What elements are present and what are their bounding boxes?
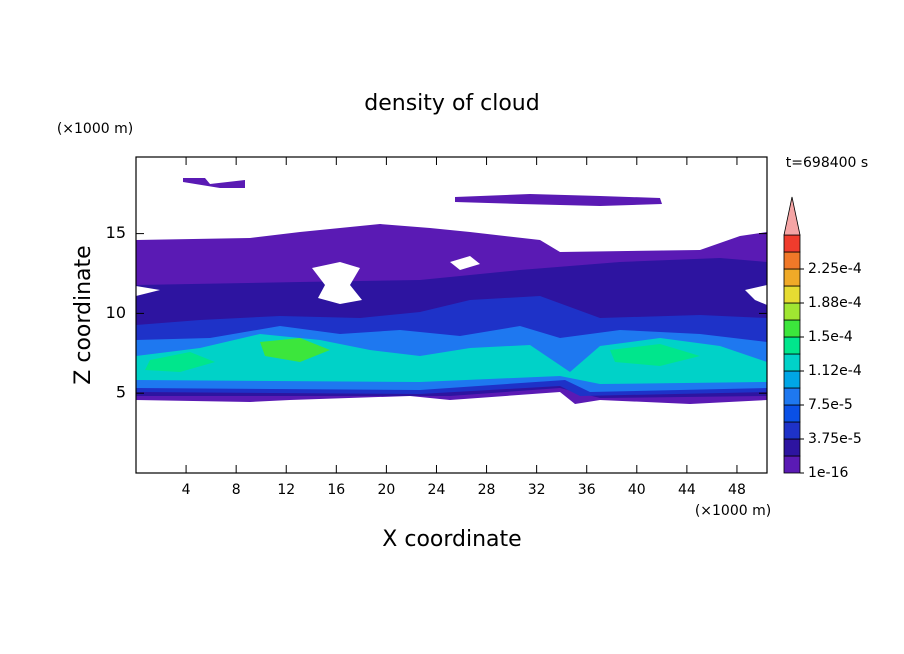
- chart-title: density of cloud: [364, 91, 539, 116]
- x-tick-label: 48: [728, 482, 746, 498]
- colorbar-label: 7.5e-5: [808, 397, 853, 413]
- y-axis-label: Z coordinate: [71, 245, 96, 384]
- colorbar-box: [783, 438, 801, 457]
- x-unit: (×1000 m): [695, 503, 771, 519]
- colorbar-box: [783, 251, 801, 270]
- y-tick-label: 15: [106, 223, 126, 242]
- contour-region: [183, 178, 245, 188]
- colorbar-label: 1.12e-4: [808, 363, 862, 379]
- colorbar-label: 1.88e-4: [808, 295, 862, 311]
- colorbar-box: [783, 353, 801, 372]
- colorbar-box: [783, 421, 801, 440]
- x-tick-label: 24: [428, 482, 446, 498]
- colorbar-box: [783, 336, 801, 355]
- contour-region: [260, 338, 330, 362]
- colorbar-box: [783, 455, 801, 474]
- x-tick-label: 40: [628, 482, 646, 498]
- colorbar-label: 3.75e-5: [808, 431, 862, 447]
- colorbar-box: [783, 387, 801, 406]
- colorbar-label: 2.25e-4: [808, 261, 862, 277]
- colorbar-box: [783, 285, 801, 304]
- colorbar-label: 1e-16: [808, 465, 848, 481]
- y-tick-label: 10: [106, 303, 126, 322]
- contour-field: [136, 178, 767, 404]
- colorbar-box: [783, 234, 801, 253]
- x-axis-label: X coordinate: [382, 527, 521, 552]
- contour-region: [745, 285, 767, 305]
- x-tick-label: 12: [277, 482, 295, 498]
- contour-region: [610, 344, 700, 366]
- contour-region: [312, 262, 362, 304]
- colorbar-label: 1.5e-4: [808, 329, 853, 345]
- contour-region: [136, 286, 160, 296]
- x-tick-label: 20: [377, 482, 395, 498]
- subtitle: t=698400 s: [786, 155, 868, 171]
- plot-frame: [135, 156, 768, 474]
- x-tick-label: 8: [232, 482, 241, 498]
- contour-region: [145, 352, 215, 372]
- colorbar-box: [783, 319, 801, 338]
- colorbar-box: [783, 370, 801, 389]
- colorbar-over: [783, 196, 801, 236]
- x-tick-label: 4: [182, 482, 191, 498]
- x-tick-label: 28: [478, 482, 496, 498]
- colorbar-box: [783, 268, 801, 287]
- contour-region: [450, 256, 480, 270]
- x-tick-label: 44: [678, 482, 696, 498]
- x-tick-label: 16: [327, 482, 345, 498]
- x-tick-label: 32: [528, 482, 546, 498]
- contour-region: [455, 194, 662, 206]
- y-tick-label: 5: [116, 383, 126, 402]
- colorbar-box: [783, 302, 801, 321]
- colorbar-box: [783, 404, 801, 423]
- y-unit: (×1000 m): [57, 121, 133, 137]
- x-tick-label: 36: [578, 482, 596, 498]
